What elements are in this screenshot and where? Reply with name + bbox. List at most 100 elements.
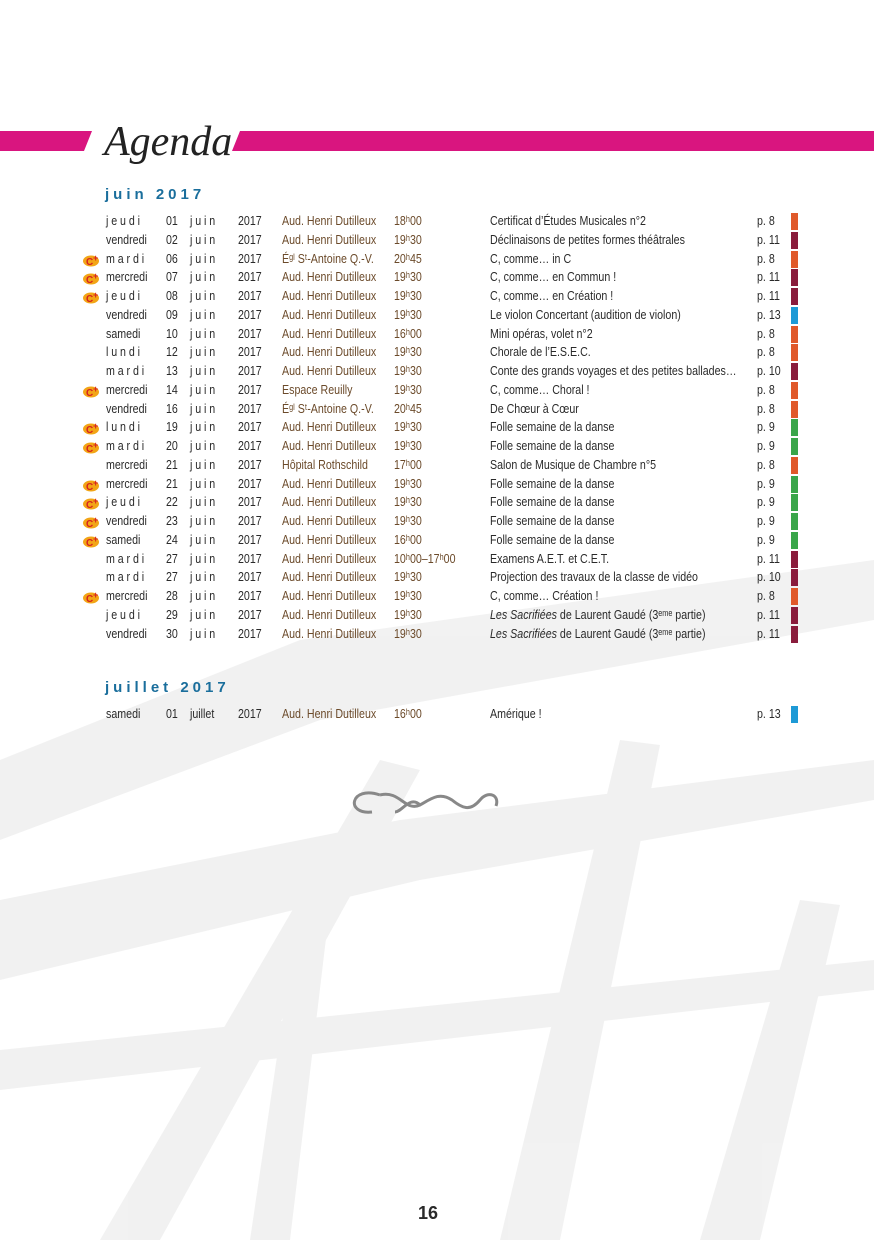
event: Chorale de l’E.S.E.C. [490, 344, 591, 360]
event-text: Le violon Concertant (audition de violon… [490, 306, 681, 322]
agenda-row: mardi 13 juin 2017 Aud. Henri Dutilleux 19ʰ30… [0, 363, 874, 381]
day: samedi [106, 325, 141, 341]
day: vendredi [106, 231, 147, 247]
event: Conte des grands voyages et des petites … [490, 363, 737, 379]
agenda-row: jeudi 29 juin 2017 Aud. Henri Dutilleux 19ʰ30… [0, 606, 874, 625]
date: 10 [166, 325, 178, 341]
time: 20ʰ45 [394, 250, 422, 266]
month: juin [190, 231, 219, 247]
venue: Aud. Henri Dutilleux [282, 569, 377, 585]
page-ref: p. 13 [757, 306, 781, 322]
day: mardi [106, 438, 148, 453]
date: 16 [166, 400, 178, 416]
color-bar [791, 438, 798, 455]
page-ref: p. 11 [757, 269, 780, 285]
event-text: De Chœur à Cœur [490, 400, 579, 416]
event: Les Sacrifiées de Laurent Gaudé (3ᵉᵐᵉ pa… [490, 626, 706, 642]
year: 2017 [238, 569, 262, 585]
time: 17ʰ00 [394, 456, 422, 472]
month: juin [190, 475, 219, 491]
month: juin [190, 213, 219, 228]
year: 2017 [238, 606, 262, 622]
day: jeudi [106, 288, 143, 303]
color-bar [791, 250, 798, 268]
event: De Chœur à Cœur [490, 401, 579, 417]
agenda-row: mercredi 21 juin 2017 Hôpital Rothschild 17ʰ0… [0, 456, 874, 475]
agenda-row: vendredi 30 juin 2017 Aud. Henri Dutilleux 19… [0, 625, 874, 644]
year: 2017 [238, 325, 262, 341]
svg-text:C: C [86, 594, 93, 604]
venue: Aud. Henri Dutilleux [282, 363, 377, 378]
agenda-row: mardi 20 juin 2017 Aud. Henri Dutilleux 19ʰ30… [0, 438, 874, 456]
year: 2017 [238, 288, 262, 303]
svg-text:C: C [86, 275, 93, 285]
date: 01 [166, 213, 178, 228]
page-ref: p. 9 [757, 531, 775, 547]
agenda-row: mercredi 21 juin 2017 Aud. Henri Dutilleux 19… [0, 475, 874, 494]
date: 30 [166, 625, 178, 641]
color-bar [791, 325, 798, 343]
event: Salon de Musique de Chambre n°5 [490, 457, 656, 473]
time: 18ʰ00 [394, 213, 422, 228]
agenda-row: jeudi 08 juin 2017 Aud. Henri Dutilleux 19ʰ30… [0, 288, 874, 306]
page-ref: p. 11 [757, 231, 780, 247]
venue: Aud. Henri Dutilleux [282, 344, 377, 360]
agenda-row: samedi 10 juin 2017 Aud. Henri Dutilleux 16ʰ0… [0, 325, 874, 344]
date: 01 [166, 706, 178, 721]
event-text: Folle semaine de la danse [490, 475, 615, 491]
month: juin [190, 569, 219, 585]
icon: C + [82, 253, 102, 268]
event-text: Folle semaine de la danse [490, 531, 615, 547]
svg-text:C: C [86, 257, 93, 267]
venue: Aud. Henri Dutilleux [282, 419, 377, 435]
icon-graphic: C + [83, 290, 99, 305]
venue: Aud. Henri Dutilleux [282, 306, 377, 322]
date: 20 [166, 438, 178, 453]
page-ref: p. 10 [757, 363, 781, 378]
time: 19ʰ30 [394, 306, 422, 322]
month: juin [190, 288, 219, 303]
color-bar [791, 363, 798, 380]
year: 2017 [238, 213, 262, 228]
month: juin [190, 494, 219, 510]
year: 2017 [238, 475, 262, 491]
day: lundi [106, 344, 143, 360]
day: vendredi [106, 513, 147, 528]
event-text: C, comme… Choral ! [490, 381, 590, 397]
agenda-row: mardi 27 juin 2017 Aud. Henri Dutilleux 19ʰ30… [0, 569, 874, 587]
date: 02 [166, 231, 178, 247]
svg-text:+: + [93, 534, 98, 544]
time: 20ʰ45 [394, 400, 422, 416]
time: 19ʰ30 [394, 588, 422, 603]
month: juin [190, 400, 219, 416]
section-heading: juillet 2017 [105, 679, 230, 696]
month: juin [190, 381, 219, 397]
day: vendredi [106, 625, 147, 641]
icon-graphic: C + [83, 440, 99, 455]
date: 23 [166, 513, 178, 528]
icon: C + [82, 421, 102, 436]
page-ref: p. 11 [757, 625, 780, 641]
svg-text:+: + [93, 421, 98, 431]
icon-graphic: C + [83, 253, 99, 268]
event: Folle semaine de la danse [490, 532, 614, 548]
day: mercredi [106, 588, 148, 603]
page-ref: p. 8 [757, 213, 775, 228]
icon-graphic: C + [83, 496, 99, 511]
day: mardi [106, 569, 148, 585]
ornament [353, 791, 499, 814]
agenda-row: mardi 06 juin 2017 Éᵍˡ Sᵗ-Antoine Q.-V. 20ʰ45… [0, 250, 874, 269]
event-text: C, comme… in C [490, 250, 572, 266]
svg-text:+: + [93, 440, 98, 450]
date: 07 [166, 269, 178, 285]
svg-text:+: + [93, 271, 98, 281]
event: Folle semaine de la danse [490, 513, 614, 529]
page-ref: p. 9 [757, 513, 775, 528]
venue: Aud. Henri Dutilleux [282, 513, 377, 528]
event: Folle semaine de la danse [490, 438, 614, 454]
year: 2017 [238, 438, 262, 453]
svg-text:C: C [86, 388, 93, 398]
page-ref: p. 8 [757, 588, 775, 603]
svg-text:+: + [93, 590, 98, 600]
venue: Hôpital Rothschild [282, 456, 368, 472]
